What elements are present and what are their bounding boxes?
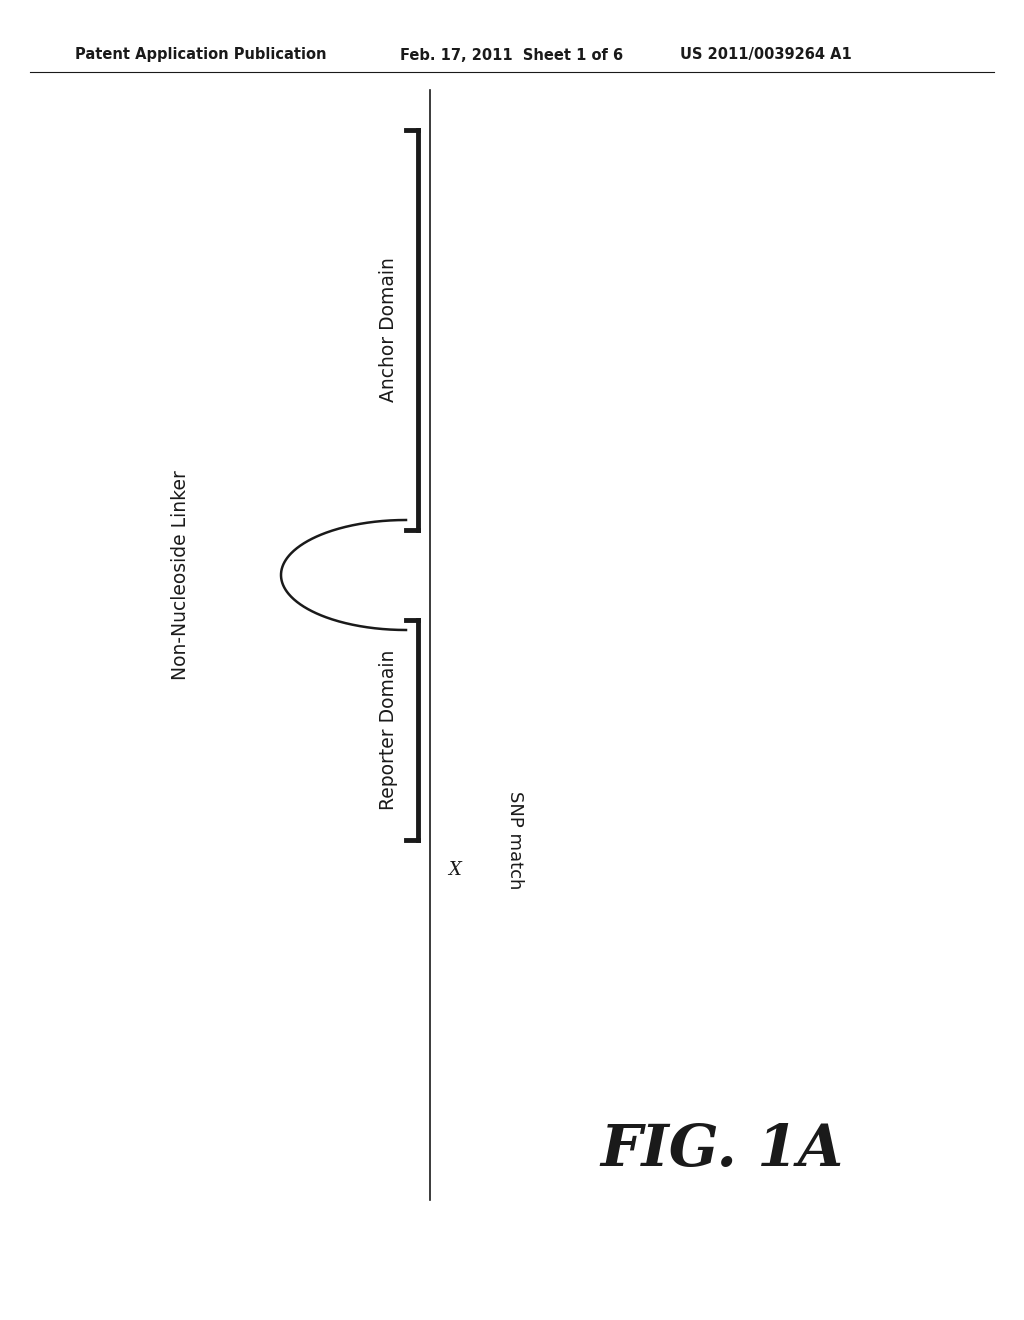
- Text: US 2011/0039264 A1: US 2011/0039264 A1: [680, 48, 852, 62]
- Text: SNP match: SNP match: [506, 791, 524, 890]
- Text: FIG. 1A: FIG. 1A: [600, 1122, 843, 1179]
- Text: Reporter Domain: Reporter Domain: [379, 649, 397, 810]
- Text: Patent Application Publication: Patent Application Publication: [75, 48, 327, 62]
- Text: Non-Nucleoside Linker: Non-Nucleoside Linker: [171, 470, 189, 680]
- Text: Anchor Domain: Anchor Domain: [379, 257, 397, 403]
- Text: Feb. 17, 2011  Sheet 1 of 6: Feb. 17, 2011 Sheet 1 of 6: [400, 48, 624, 62]
- Text: X: X: [449, 861, 461, 879]
